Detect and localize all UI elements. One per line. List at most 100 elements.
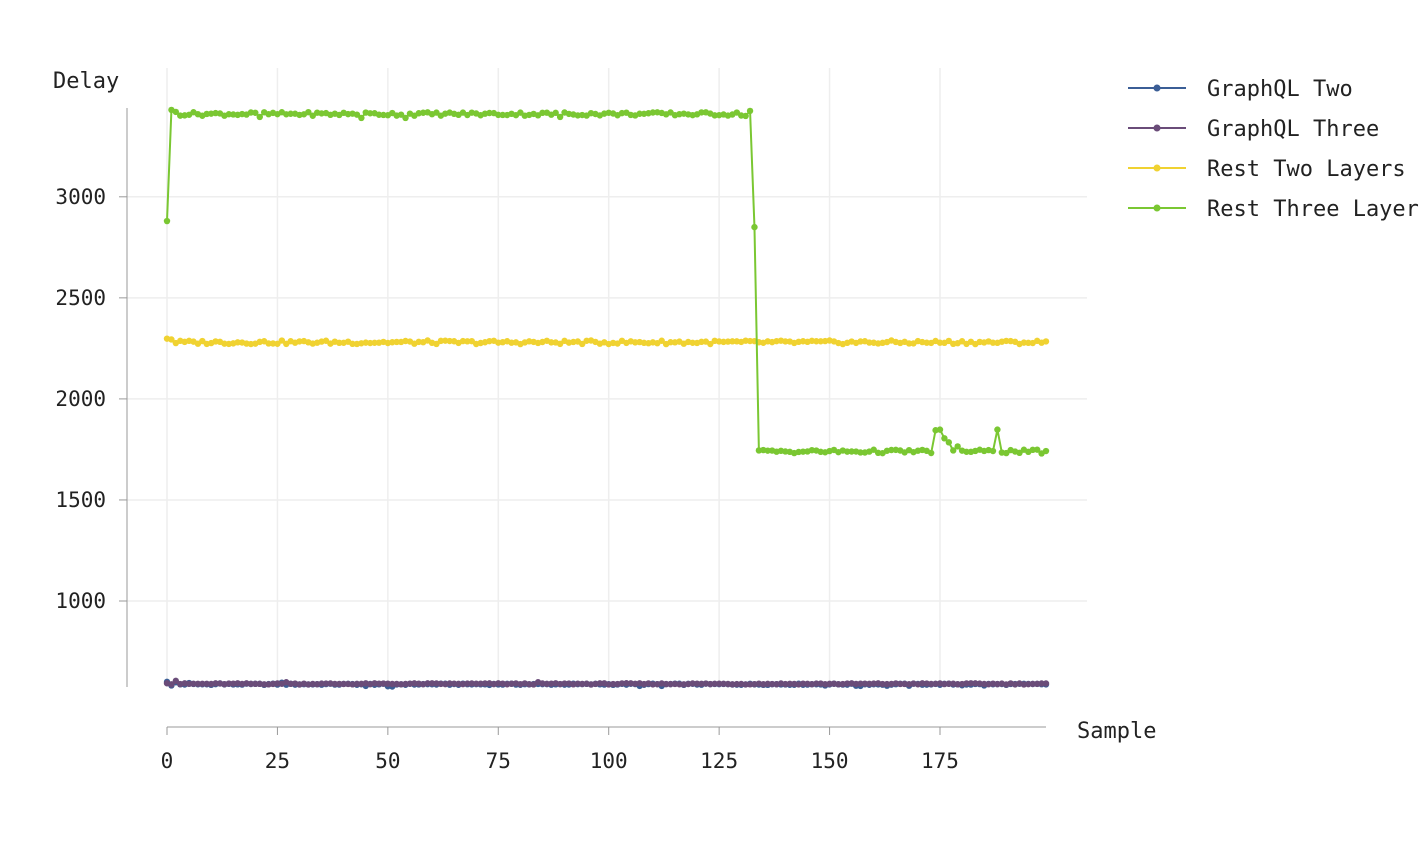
data-point [397,111,405,118]
data-point [464,680,471,687]
data-point [402,114,409,122]
data-point [389,680,396,688]
x-axis-title: Sample [1077,719,1156,744]
data-point [393,338,400,346]
data-point [751,223,758,231]
legend[interactable]: GraphQL Two GraphQL Three Rest Two Layers R… [1128,77,1420,222]
series-rest-three-layers [163,106,1050,457]
x-tick-label: 150 [811,749,849,773]
data-point [274,340,281,347]
data-point [1042,447,1050,455]
data-point [499,111,506,119]
data-point [658,337,665,344]
x-tick-label: 50 [375,749,400,773]
data-point [729,338,736,345]
data-point [1042,680,1050,687]
data-point [609,680,617,688]
data-point [190,680,197,687]
data-point [552,109,559,117]
data-point [950,447,957,454]
legend-swatch-point [1153,124,1161,132]
data-point [318,680,325,687]
data-point [813,680,820,687]
data-point [707,340,714,348]
x-tick-label: 125 [700,749,738,773]
data-point [260,681,268,688]
legend-label: Rest Two Layers [1207,157,1406,182]
data-point [556,113,564,121]
legend-swatch-point [1153,164,1161,172]
x-tick-label: 100 [590,749,628,773]
data-point [870,446,877,453]
y-tick-label: 2500 [55,286,106,310]
data-point [424,680,431,687]
y-tick-label: 3000 [55,185,106,209]
data-point [967,680,975,687]
data-point [358,114,365,122]
data-point [561,680,568,687]
x-tick-label: 25 [265,749,290,773]
data-point [636,110,643,117]
data-point [336,680,343,688]
data-point [954,443,961,450]
legend-swatch-point [1153,84,1161,92]
data-point [715,680,723,687]
series-line [166,108,1047,455]
data-point [848,448,855,455]
data-point [199,680,206,687]
x-tick-label: 175 [921,749,959,773]
legend-swatch-point [1153,204,1161,212]
data-point [662,680,670,688]
data-point [711,680,718,687]
data-point [428,680,436,687]
data-point [247,680,255,688]
data-point [857,449,864,456]
data-point [994,426,1001,433]
data-point [185,680,193,688]
grid [127,68,1087,686]
data-point [340,680,347,688]
data-point [746,107,754,115]
axes [126,108,1046,728]
data-point [897,680,904,688]
data-point [1042,338,1050,345]
data-point [168,681,175,688]
data-point [945,680,953,687]
data-point [989,447,997,455]
data-point [579,340,586,348]
legend-item[interactable]: Rest Two Layers [1128,157,1406,182]
data-point [857,680,864,687]
data-point [305,109,312,116]
data-point [945,439,953,446]
series-group [163,106,1050,690]
data-point [905,340,913,347]
data-point [1033,446,1041,453]
series-rest-two-layers [163,335,1050,348]
data-point [353,680,361,688]
data-point [353,111,361,118]
data-point [336,339,343,347]
data-point [813,338,820,345]
y-axis-ticks: 1000 1500 2000 2500 3000 [55,185,127,613]
legend-item[interactable]: GraphQL Two [1128,77,1353,102]
legend-item[interactable]: Rest Three Layers [1128,197,1420,222]
legend-label: GraphQL Two [1207,77,1353,102]
legend-label: Rest Three Layers [1207,197,1420,222]
y-tick-label: 2000 [55,387,106,411]
x-tick-label: 0 [161,749,174,773]
data-point [163,217,171,225]
x-axis-ticks: 0 25 50 75 100 125 150 175 [161,727,959,773]
series-graphql-three [163,677,1050,688]
data-point [742,681,749,688]
data-point [256,113,263,121]
data-point [172,108,180,116]
legend-item[interactable]: GraphQL Three [1128,117,1379,142]
data-point [936,426,944,433]
data-point [1038,680,1045,687]
y-tick-label: 1500 [55,488,106,512]
data-point [278,337,286,344]
data-point [676,681,683,688]
y-axis-title: Delay [53,69,119,94]
